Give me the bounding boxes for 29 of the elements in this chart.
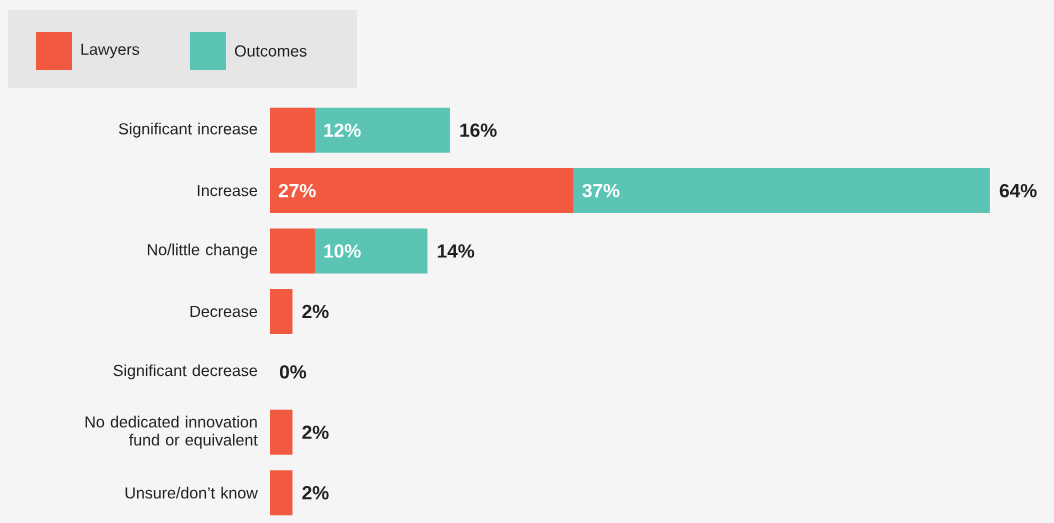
y-tick-label: Significant increase	[118, 122, 258, 138]
data-label: 12%	[324, 123, 361, 137]
legend-label: Outcomes	[234, 45, 307, 57]
bar	[269, 107, 315, 153]
bar	[269, 168, 574, 214]
legend-label: Lawyers	[81, 43, 140, 59]
data-label: 10%	[324, 244, 361, 258]
total-label: 16%	[460, 123, 497, 137]
bar	[314, 107, 450, 153]
total-label: 2%	[302, 486, 329, 500]
total-label: 2%	[302, 304, 329, 319]
y-tick-label: No dedicated innovation fund or equivalent	[85, 415, 258, 449]
total-label: 0%	[279, 365, 307, 379]
total-label: 2%	[302, 425, 329, 440]
data-label: 27%	[278, 183, 316, 198]
bar	[269, 228, 315, 274]
y-tick-label: Significant decrease	[113, 364, 258, 380]
y-tick-label: No/little change	[147, 243, 258, 259]
y-tick-label: Increase	[197, 185, 258, 197]
bar	[269, 470, 293, 516]
data-label: 37%	[582, 183, 620, 198]
bar	[314, 228, 428, 274]
bar	[573, 168, 990, 214]
total-label: 64%	[999, 183, 1037, 198]
bar	[269, 409, 293, 455]
y-tick-label: Decrease	[190, 305, 258, 318]
bar	[269, 289, 293, 334]
y-tick-label: Unsure/don’t know	[125, 486, 258, 499]
total-label: 14%	[437, 244, 475, 258]
